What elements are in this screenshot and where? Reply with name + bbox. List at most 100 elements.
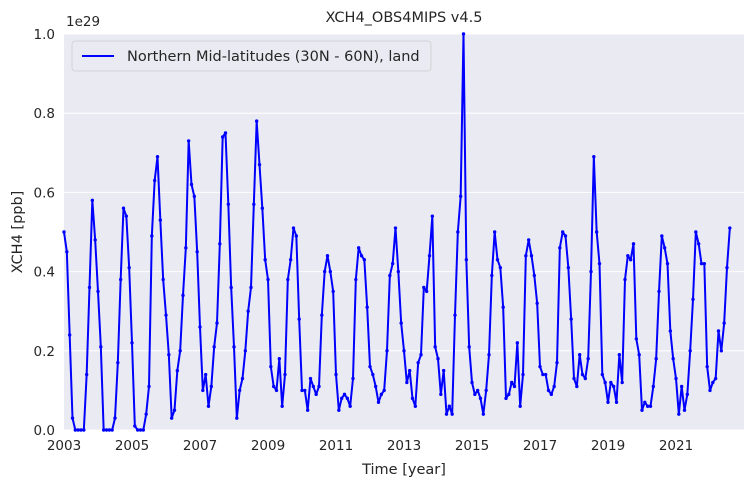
data-point bbox=[82, 428, 86, 432]
data-point bbox=[235, 416, 239, 420]
data-point bbox=[212, 345, 216, 349]
data-point bbox=[475, 388, 480, 393]
data-point bbox=[586, 357, 590, 361]
data-point bbox=[325, 254, 330, 258]
data-point bbox=[433, 345, 437, 349]
data-point bbox=[79, 428, 83, 432]
data-point bbox=[101, 428, 106, 432]
legend-label: Northern Mid-latitudes (30N - 60N), land bbox=[127, 49, 420, 65]
data-point bbox=[708, 388, 712, 393]
data-point bbox=[260, 206, 265, 210]
data-point bbox=[603, 380, 607, 385]
data-point bbox=[711, 380, 715, 385]
data-point bbox=[203, 372, 208, 377]
x-axis-title: Time [year] bbox=[361, 462, 446, 478]
data-point bbox=[65, 250, 69, 254]
data-point bbox=[654, 357, 658, 361]
data-point bbox=[368, 364, 372, 369]
y-tick-label: 0.6 bbox=[34, 185, 55, 201]
data-point bbox=[597, 261, 602, 266]
data-point bbox=[161, 277, 165, 282]
data-point bbox=[354, 277, 358, 282]
data-point bbox=[339, 396, 344, 401]
data-point bbox=[679, 384, 684, 389]
data-point bbox=[84, 372, 89, 377]
data-point bbox=[334, 372, 338, 377]
data-point bbox=[560, 230, 565, 234]
data-point bbox=[280, 404, 284, 408]
data-point bbox=[286, 277, 290, 282]
data-point bbox=[495, 258, 500, 262]
data-point bbox=[620, 380, 624, 385]
data-point bbox=[490, 273, 494, 278]
data-point bbox=[467, 345, 471, 349]
data-point bbox=[416, 360, 420, 365]
data-point bbox=[215, 321, 219, 325]
data-point bbox=[184, 246, 188, 250]
data-point bbox=[385, 349, 389, 353]
data-point bbox=[373, 384, 378, 389]
data-point bbox=[481, 412, 486, 416]
data-point bbox=[645, 404, 650, 408]
data-point bbox=[135, 428, 140, 432]
y-tick-label: 1.0 bbox=[34, 27, 55, 43]
data-point bbox=[674, 376, 678, 381]
data-point bbox=[575, 384, 579, 389]
data-point bbox=[637, 353, 641, 357]
data-point bbox=[648, 404, 653, 408]
data-point bbox=[552, 384, 556, 389]
data-point bbox=[345, 396, 350, 401]
data-point bbox=[660, 234, 664, 238]
data-point bbox=[521, 372, 525, 377]
data-point bbox=[337, 408, 341, 412]
data-point bbox=[631, 242, 636, 246]
data-point bbox=[671, 357, 675, 361]
data-point bbox=[305, 408, 310, 412]
data-point bbox=[175, 368, 180, 373]
data-point bbox=[563, 234, 568, 238]
data-point bbox=[640, 408, 644, 412]
data-point bbox=[382, 388, 386, 393]
data-point bbox=[498, 265, 503, 270]
data-point bbox=[226, 202, 231, 206]
data-point bbox=[376, 400, 381, 404]
data-point bbox=[150, 234, 154, 238]
data-point bbox=[141, 428, 146, 432]
series-line bbox=[63, 33, 731, 431]
data-point bbox=[198, 325, 202, 329]
data-point bbox=[478, 396, 483, 401]
data-point bbox=[694, 230, 698, 234]
x-tick-label: 2013 bbox=[387, 438, 421, 454]
data-point bbox=[509, 380, 514, 385]
data-point bbox=[487, 353, 491, 357]
data-point bbox=[252, 202, 256, 206]
data-point bbox=[130, 341, 134, 345]
data-point bbox=[651, 384, 656, 389]
data-point bbox=[577, 353, 582, 357]
data-point bbox=[311, 384, 316, 389]
data-point bbox=[492, 230, 497, 234]
data-point bbox=[320, 313, 324, 317]
data-point bbox=[473, 392, 477, 397]
data-point bbox=[600, 372, 605, 377]
data-point bbox=[291, 226, 296, 230]
data-point bbox=[229, 285, 233, 290]
data-point bbox=[518, 404, 522, 408]
data-point bbox=[699, 261, 704, 266]
data-point bbox=[93, 238, 97, 242]
data-point bbox=[124, 214, 129, 218]
data-point bbox=[643, 400, 647, 404]
data-point bbox=[515, 341, 520, 345]
y-tick-label: 0.0 bbox=[34, 423, 55, 439]
data-point bbox=[512, 384, 517, 389]
data-point bbox=[356, 246, 361, 250]
y-axis-title: XCH4 [ppb] bbox=[10, 191, 26, 274]
data-point bbox=[419, 353, 423, 357]
data-point bbox=[107, 428, 112, 432]
data-point bbox=[189, 182, 194, 187]
data-point bbox=[206, 404, 211, 408]
data-point bbox=[470, 380, 474, 385]
data-point bbox=[453, 313, 457, 317]
data-point bbox=[569, 317, 573, 321]
